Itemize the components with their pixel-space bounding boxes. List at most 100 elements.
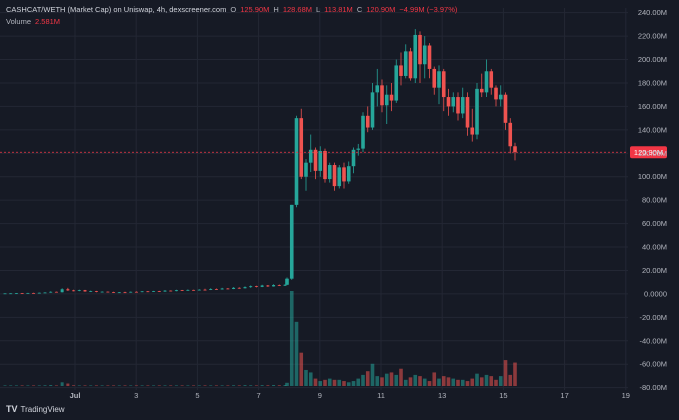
volume-bar: [323, 379, 327, 386]
volume-bar: [337, 379, 342, 386]
candle-body: [214, 288, 218, 290]
candle-body: [32, 292, 36, 294]
volume-bar: [152, 385, 156, 386]
volume-bar: [54, 385, 58, 386]
candle-body: [60, 289, 64, 293]
y-tick-label: 0.0000: [644, 289, 667, 298]
candle-body: [123, 292, 127, 294]
y-tick-label: 240.00M: [638, 8, 667, 17]
volume-bar: [342, 381, 346, 386]
y-tick-label: 80.00M: [642, 196, 667, 205]
volume-bar: [106, 385, 110, 386]
candle-body: [266, 285, 270, 287]
volume-bar: [437, 378, 441, 386]
volume-bar: [20, 385, 24, 386]
y-tick-label: -40.00M: [639, 336, 667, 345]
volume-bar: [243, 385, 247, 386]
y-axis: 240.00M 220.00M 200.00M 180.00M 160.00M 140.0…: [638, 8, 667, 392]
candle-body: [157, 291, 161, 292]
volume-bar: [237, 385, 241, 386]
candle-body: [129, 291, 133, 293]
y-tick-label: 160.00M: [638, 102, 667, 111]
volume-bar: [375, 376, 380, 386]
y-tick-label: 120.00M: [638, 149, 667, 158]
candle-body: [318, 150, 323, 171]
volume-bar: [283, 385, 287, 386]
candle-body: [226, 288, 230, 290]
candles: [3, 29, 517, 295]
candle-body: [460, 97, 465, 114]
candle-body: [117, 292, 121, 294]
volume-bar: [494, 379, 498, 386]
candle-body: [327, 165, 332, 180]
candle-body: [470, 127, 475, 135]
volume-bar: [123, 385, 127, 386]
volume-bar: [285, 382, 289, 386]
candle-body: [365, 115, 370, 128]
volume-bar: [422, 378, 427, 386]
grid: [0, 8, 628, 390]
candle-body: [508, 122, 513, 147]
volume-bar: [60, 382, 64, 386]
candle-body: [243, 287, 247, 289]
volume-bar: [117, 385, 121, 386]
volume-bar: [72, 385, 76, 386]
tradingview-brand[interactable]: TV TradingView: [6, 404, 65, 414]
candle-body: [283, 284, 287, 286]
candle-body: [237, 287, 241, 289]
volume-bar: [470, 378, 475, 386]
candle-body: [332, 165, 337, 187]
candle-body: [294, 118, 299, 205]
volume-bar: [380, 377, 384, 386]
y-tick-label: 20.00M: [642, 266, 667, 275]
volume-bar: [100, 385, 104, 386]
candle-body: [427, 45, 432, 69]
volume-value: 2.581M: [35, 17, 61, 26]
volume-bar: [209, 385, 213, 386]
volume-bar: [254, 385, 258, 386]
volume-bar: [399, 368, 403, 386]
volume-bar: [232, 385, 236, 386]
low-value: 113.81M: [324, 5, 353, 14]
candle-body: [475, 88, 479, 135]
candle-body: [361, 115, 365, 149]
volume-bar: [451, 378, 456, 386]
volume-bar: [427, 381, 432, 386]
candle-body: [323, 150, 327, 180]
volume-bar: [332, 379, 337, 386]
x-tick-label: 9: [318, 391, 322, 400]
candle-body: [394, 65, 399, 101]
candle-body: [513, 146, 517, 153]
volume-bar: [186, 385, 190, 386]
high-value: 128.68M: [282, 5, 312, 14]
volume-legend: Volume 2.581M: [6, 17, 60, 26]
open-label: O: [230, 5, 237, 14]
candle-body: [77, 290, 81, 291]
y-tick-label: 40.00M: [642, 243, 667, 252]
volume-bars: [3, 291, 517, 386]
volume-bar: [277, 385, 281, 386]
volume-bar: [134, 385, 138, 386]
volume-bar: [220, 385, 224, 386]
candle-body: [422, 45, 427, 65]
volume-bar: [413, 374, 418, 386]
volume-bar: [513, 362, 517, 386]
x-tick-label: 7: [257, 391, 261, 400]
volume-bar: [299, 352, 304, 386]
candle-body: [209, 288, 213, 290]
last-price-label: 120.90M: [634, 148, 663, 157]
candle-body: [220, 288, 224, 290]
volume-bar: [418, 376, 422, 386]
candle-body: [106, 291, 110, 293]
volume-bar: [9, 385, 13, 386]
y-tick-label: -20.00M: [639, 313, 667, 322]
candle-body: [94, 291, 98, 292]
volume-bar: [3, 385, 7, 386]
volume-bar: [32, 385, 36, 386]
candle-body: [479, 88, 484, 93]
candle-body: [384, 94, 389, 106]
candle-body: [192, 289, 196, 291]
volume-bar: [66, 383, 70, 386]
candle-body: [66, 289, 70, 291]
